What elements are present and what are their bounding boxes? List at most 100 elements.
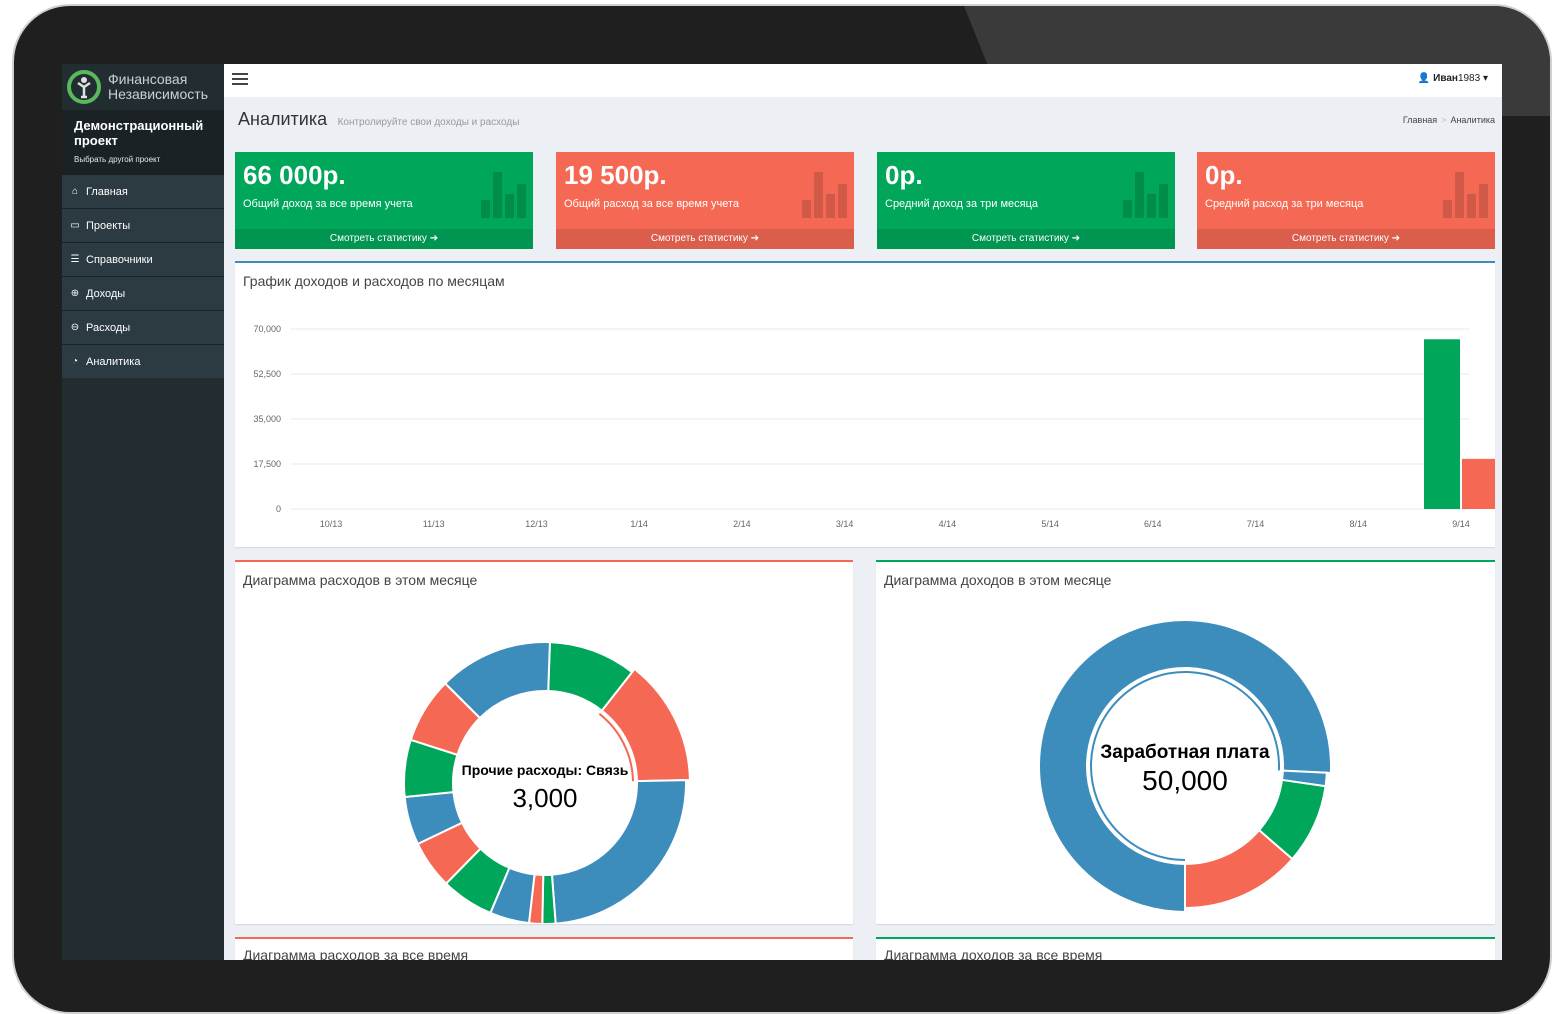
main-content: Аналитика Контролируйте свои доходы и ра… xyxy=(224,97,1502,960)
sidebar-item-0[interactable]: ⌂ Главная xyxy=(62,174,224,208)
y-tick-label: 35,000 xyxy=(253,414,281,424)
logo-line-2: Независимость xyxy=(108,86,208,102)
sidebar-item-label: Главная xyxy=(86,185,128,198)
sidebar-item-label: Расходы xyxy=(86,321,131,334)
stat-box-1: 19 500р. Общий расход за все время учета С… xyxy=(556,152,854,249)
breadcrumb-home[interactable]: Главная xyxy=(1402,115,1438,125)
project-name: Демонстрационный проект xyxy=(74,118,204,148)
expense-month-donut: Прочие расходы: Связь 3,000 xyxy=(403,641,691,924)
folder-icon: ▭ xyxy=(70,220,80,231)
view-stats-link[interactable]: Смотреть статистику ➔ xyxy=(1197,229,1495,249)
bar-chart-icon xyxy=(802,172,847,218)
list-icon: ☰ xyxy=(70,254,80,265)
logo-text: Финансовая Независимость xyxy=(108,72,208,102)
bar-income[interactable] xyxy=(1424,339,1460,509)
y-tick-label: 70,000 xyxy=(253,324,281,334)
donut-center-label: Прочие расходы: Связь xyxy=(462,762,629,778)
stat-box-2: 0р. Средний доход за три месяца Смотреть с… xyxy=(877,152,1175,249)
x-tick-label: 2/14 xyxy=(733,519,751,529)
bar-chart-title: График доходов и расходов по месяцам xyxy=(243,273,505,289)
logo-line-1: Финансовая xyxy=(108,71,188,87)
page-header: Аналитика Контролируйте свои доходы и ра… xyxy=(238,109,519,130)
stat-value: 0р. xyxy=(1205,160,1243,190)
sidebar-item-label: Проекты xyxy=(86,219,131,232)
breadcrumb: Главная > Аналитика xyxy=(1402,115,1495,125)
plus-circle-icon: ⊕ xyxy=(70,288,80,299)
y-tick-label: 0 xyxy=(276,504,281,514)
stat-box-0: 66 000р. Общий доход за все время учета См… xyxy=(235,152,533,249)
project-block: Демонстрационный проект Выбрать другой п… xyxy=(62,110,224,174)
x-tick-label: 8/14 xyxy=(1350,519,1368,529)
x-tick-label: 7/14 xyxy=(1247,519,1265,529)
x-tick-label: 4/14 xyxy=(939,519,957,529)
sidebar-item-4[interactable]: ⊖ Расходы xyxy=(62,310,224,344)
donut-center-value: 50,000 xyxy=(1142,765,1228,796)
sidebar-menu: ⌂ Главная ▭ Проекты ☰ Справочники ⊕ Доходы ⊖ Расх… xyxy=(62,174,224,378)
stat-label: Общий доход за все время учета xyxy=(243,198,413,210)
donut-highlight-arc xyxy=(1090,671,1280,861)
x-tick-label: 10/13 xyxy=(320,519,343,529)
user-icon: 👤 xyxy=(1417,73,1431,84)
user-menu[interactable]: 👤 Иван1983 ▾ xyxy=(1418,73,1488,84)
donut-center-value: 3,000 xyxy=(512,783,577,813)
breadcrumb-current: Аналитика xyxy=(1450,115,1495,125)
sidebar-item-5[interactable]: ◔ Аналитика xyxy=(62,344,224,378)
bar-chart: 70,000 52,500 35,000 17,500 0 10/13 11/13 12/13… xyxy=(253,324,1495,529)
income-all-panel: Диаграмма доходов за все время xyxy=(876,937,1495,960)
logo[interactable]: Финансовая Независимость xyxy=(62,64,224,110)
bar-chart-icon xyxy=(481,172,526,218)
bar-chart-icon xyxy=(1443,172,1488,218)
income-month-panel: Диаграмма доходов в этом месяце Заработн… xyxy=(876,560,1495,924)
income-all-title: Диаграмма доходов за все время xyxy=(884,947,1103,960)
minus-circle-icon: ⊖ xyxy=(70,322,80,333)
stat-value: 66 000р. xyxy=(243,160,346,190)
x-tick-label: 5/14 xyxy=(1041,519,1059,529)
view-stats-link[interactable]: Смотреть статистику ➔ xyxy=(556,229,854,249)
donut-slice[interactable] xyxy=(1184,828,1294,910)
expense-all-title: Диаграмма расходов за все время xyxy=(243,947,469,960)
bar-chart-panel: График доходов и расходов по месяцам 70,… xyxy=(235,261,1495,547)
donut-highlight-arc xyxy=(598,713,634,782)
donut-slice[interactable] xyxy=(1038,619,1332,914)
home-icon: ⌂ xyxy=(71,186,79,197)
stat-value: 19 500р. xyxy=(564,160,667,190)
page-title: Аналитика xyxy=(238,109,328,129)
stat-label: Средний доход за три месяца xyxy=(885,198,1039,210)
x-tick-label: 6/14 xyxy=(1144,519,1162,529)
bar-expense[interactable] xyxy=(1462,458,1495,509)
donut-slice[interactable] xyxy=(443,641,551,720)
user-name: Иван xyxy=(1433,73,1458,84)
x-tick-label: 12/13 xyxy=(525,519,548,529)
dashboard-icon: ◔ xyxy=(71,356,79,367)
x-tick-label: 11/13 xyxy=(423,519,445,529)
income-month-title: Диаграмма доходов в этом месяце xyxy=(884,572,1112,588)
sidebar: Финансовая Независимость Демонстрационны… xyxy=(62,64,224,960)
hamburger-icon[interactable] xyxy=(232,73,248,88)
expense-all-panel: Диаграмма расходов за все время xyxy=(235,937,853,960)
x-tick-label: 9/14 xyxy=(1452,519,1470,529)
caret-down-icon: ▾ xyxy=(1482,73,1488,84)
topbar: 👤 Иван1983 ▾ xyxy=(224,64,1502,97)
stat-box-3: 0р. Средний расход за три месяца Смотреть … xyxy=(1197,152,1495,249)
page-subtitle: Контролируйте свои доходы и расходы xyxy=(337,117,520,128)
sidebar-item-label: Аналитика xyxy=(86,355,141,368)
bar-chart-icon xyxy=(1123,172,1168,218)
sidebar-item-label: Доходы xyxy=(86,287,126,300)
view-stats-link[interactable]: Смотреть статистику ➔ xyxy=(877,229,1175,249)
sidebar-item-1[interactable]: ▭ Проекты xyxy=(62,208,224,242)
x-tick-label: 3/14 xyxy=(836,519,854,529)
expense-month-title: Диаграмма расходов в этом месяце xyxy=(243,572,478,588)
donut-center-label: Заработная плата xyxy=(1100,742,1270,763)
y-tick-label: 17,500 xyxy=(253,459,281,469)
donut-slice[interactable] xyxy=(600,667,691,783)
logo-person-icon xyxy=(67,70,101,104)
expense-month-panel: Диаграмма расходов в этом месяце Прочие … xyxy=(235,560,853,924)
sidebar-item-3[interactable]: ⊕ Доходы xyxy=(62,276,224,310)
stat-label: Средний расход за три месяца xyxy=(1205,198,1364,210)
user-suffix: 1983 xyxy=(1457,73,1481,84)
switch-project-link[interactable]: Выбрать другой проект xyxy=(74,155,161,164)
stat-label: Общий расход за все время учета xyxy=(564,198,739,210)
sidebar-item-2[interactable]: ☰ Справочники xyxy=(62,242,224,276)
view-stats-link[interactable]: Смотреть статистику ➔ xyxy=(235,229,533,249)
